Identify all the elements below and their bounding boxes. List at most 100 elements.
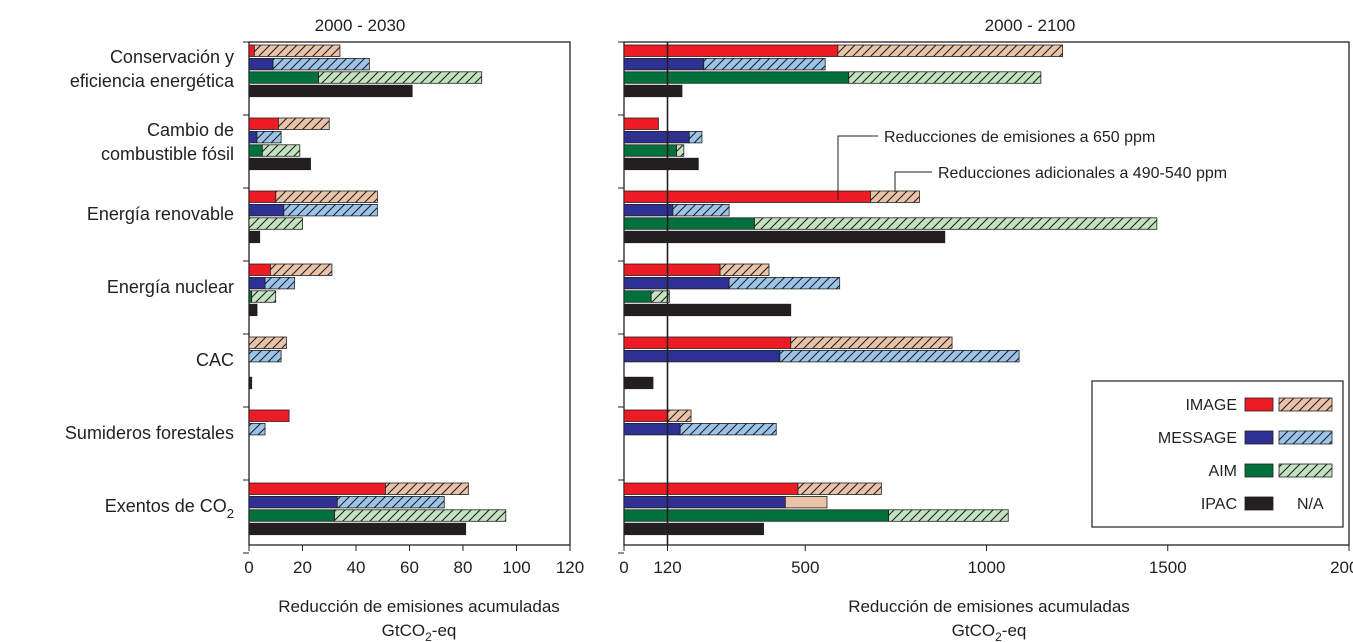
left-bar-message-solid bbox=[248, 130, 258, 144]
legend-ipac-na-text: N/A bbox=[1297, 496, 1324, 513]
legend-label-message: MESSAGE bbox=[1158, 430, 1237, 447]
left-plot-frame bbox=[248, 41, 571, 546]
legend-swatch-message-solid bbox=[1244, 430, 1274, 445]
left-bar-message-hatched bbox=[283, 203, 378, 217]
left-bar-image-hatched bbox=[253, 44, 341, 57]
right-bar-message-hatched bbox=[679, 422, 777, 436]
left-bar-message-solid bbox=[248, 276, 266, 290]
legend: IMAGE MESSAGE AIM IPAC N/A bbox=[1091, 380, 1344, 528]
right-bar-message-hatched bbox=[703, 58, 826, 71]
right-bar-message-hatched bbox=[784, 495, 828, 509]
legend-label-image: IMAGE bbox=[1185, 397, 1237, 414]
legend-swatch-aim-solid bbox=[1244, 463, 1274, 478]
right-bar-image-hatched bbox=[719, 263, 770, 276]
category-label-exentos-co2: Exentos de CO2 bbox=[105, 496, 234, 521]
right-bar-message-solid bbox=[623, 203, 674, 217]
right-bar-image-hatched bbox=[667, 409, 692, 422]
right-bar-image-solid bbox=[623, 44, 839, 57]
left-bar-message-solid bbox=[248, 203, 285, 217]
right-bar-image-solid bbox=[623, 263, 721, 276]
left-bar-message-hatched bbox=[272, 58, 370, 71]
left-x-tick-label: 120 bbox=[556, 558, 584, 577]
right-bar-aim-hatched bbox=[848, 71, 1042, 84]
left-bar-ipac-solid bbox=[248, 157, 311, 171]
category-label-energia-nuclear: Energía nuclear bbox=[107, 277, 234, 297]
left-bar-aim-hatched bbox=[334, 509, 507, 522]
left-panel-title: 2000 - 2030 bbox=[315, 16, 406, 35]
left-x-tick-label: 60 bbox=[400, 558, 419, 577]
right-bar-ipac-solid bbox=[623, 376, 654, 390]
right-bar-aim-solid bbox=[623, 217, 755, 230]
left-x-tick-label: 20 bbox=[293, 558, 312, 577]
right-bar-ipac-solid bbox=[623, 522, 764, 536]
right-bar-image-hatched bbox=[797, 482, 882, 495]
left-bar-aim-hatched bbox=[261, 144, 301, 157]
left-bar-message-solid bbox=[248, 58, 274, 71]
left-bar-image-solid bbox=[248, 482, 386, 495]
left-bar-ipac-solid bbox=[248, 303, 258, 317]
left-bar-image-hatched bbox=[278, 117, 330, 130]
left-bar-aim-solid bbox=[248, 144, 263, 157]
left-bar-image-hatched bbox=[275, 190, 378, 203]
left-bar-message-hatched bbox=[336, 495, 445, 509]
left-bar-message-hatched bbox=[248, 349, 282, 363]
left-bar-ipac-solid bbox=[248, 84, 413, 98]
right-bar-aim-hatched bbox=[754, 217, 1158, 230]
left-bar-aim-solid bbox=[248, 509, 335, 522]
right-bar-image-solid bbox=[623, 336, 792, 349]
left-bar-image-hatched bbox=[269, 263, 333, 276]
annotation-650-leader bbox=[837, 135, 878, 200]
right-bar-message-solid bbox=[623, 422, 681, 436]
left-bar-message-solid bbox=[248, 495, 338, 509]
right-bar-aim-solid bbox=[623, 509, 890, 522]
right-panel-title: 2000 - 2100 bbox=[985, 16, 1076, 35]
right-bar-aim-hatched bbox=[676, 144, 685, 157]
left-xlabel: Reducción de emisiones acumuladas bbox=[278, 597, 560, 616]
legend-swatch-message-hatched bbox=[1278, 430, 1333, 445]
legend-swatch-ipac-solid bbox=[1244, 496, 1274, 511]
right-bar-message-solid bbox=[623, 276, 730, 290]
right-bar-aim-hatched bbox=[650, 290, 670, 303]
category-label-cac: CAC bbox=[196, 350, 234, 370]
left-bar-ipac-solid bbox=[248, 376, 253, 390]
left-bar-aim-solid bbox=[248, 290, 253, 303]
right-x-tick-label: 2000 bbox=[1330, 558, 1353, 577]
right-bar-aim-hatched bbox=[888, 509, 1009, 522]
left-bar-image-solid bbox=[248, 409, 290, 422]
annotation-650-text: Reducciones de emisiones a 650 ppm bbox=[884, 129, 1155, 146]
legend-swatch-aim-hatched bbox=[1278, 463, 1333, 478]
left-bar-image-solid bbox=[248, 117, 279, 130]
right-x-tick-label: 1500 bbox=[1149, 558, 1187, 577]
right-bar-image-solid bbox=[623, 117, 659, 130]
legend-swatch-image-hatched bbox=[1278, 397, 1333, 412]
legend-label-aim: AIM bbox=[1209, 463, 1237, 480]
right-bar-ipac-solid bbox=[623, 230, 946, 244]
right-bar-image-hatched bbox=[837, 44, 1064, 57]
right-bar-message-solid bbox=[623, 58, 705, 71]
left-bar-message-hatched bbox=[264, 276, 295, 290]
legend-label-ipac: IPAC bbox=[1201, 496, 1237, 513]
category-label-sumideros-forestales: Sumideros forestales bbox=[65, 423, 234, 443]
right-xlabel: Reducción de emisiones acumuladas bbox=[848, 597, 1130, 616]
right-bar-ipac-solid bbox=[623, 84, 683, 98]
right-x-tick-label: 0 bbox=[619, 558, 628, 577]
right-bar-image-hatched bbox=[790, 336, 953, 349]
right-bar-image-solid bbox=[623, 409, 668, 422]
left-x-tick-label: 0 bbox=[244, 558, 253, 577]
left-bar-aim-hatched bbox=[248, 217, 303, 230]
category-label-cambio-combustible: Cambio de combustible fósil bbox=[101, 120, 234, 164]
annotation-490-leader bbox=[894, 171, 932, 192]
left-bar-image-solid bbox=[248, 190, 277, 203]
right-bar-ipac-solid bbox=[623, 157, 699, 171]
left-x-tick-label: 80 bbox=[454, 558, 473, 577]
category-label-energia-renovable: Energía renovable bbox=[87, 204, 234, 224]
right-x-tick-label: 120 bbox=[653, 558, 681, 577]
right-bar-image-solid bbox=[623, 190, 871, 203]
left-x-tick-label: 100 bbox=[502, 558, 530, 577]
right-bar-ipac-solid bbox=[623, 303, 792, 317]
left-bar-message-hatched bbox=[256, 130, 282, 144]
right-bar-message-solid bbox=[623, 495, 786, 509]
category-label-conservacion: Conservación y eficiencia energética bbox=[70, 47, 235, 91]
right-bar-message-solid bbox=[623, 130, 690, 144]
